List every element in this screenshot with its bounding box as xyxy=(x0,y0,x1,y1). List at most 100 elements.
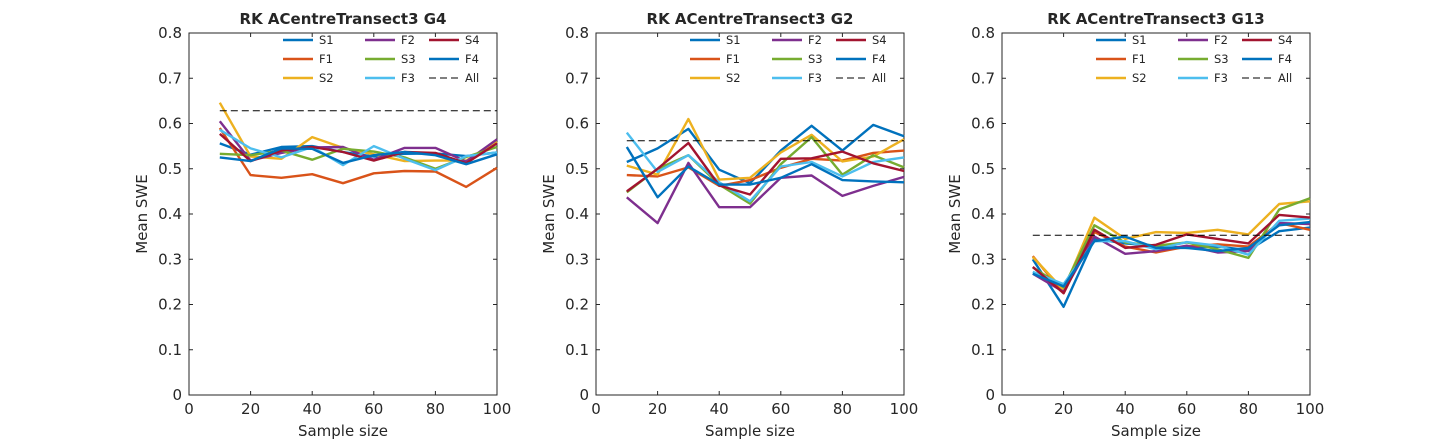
x-tick-label: 0 xyxy=(184,400,194,418)
x-tick-label: 100 xyxy=(890,400,919,418)
legend-label-f4: F4 xyxy=(1278,52,1292,66)
y-tick-label: 0 xyxy=(985,386,995,404)
legend: S1 F2 S4 F1 S3 F4 S2 F3 All xyxy=(690,33,887,85)
series-line-s3 xyxy=(1032,197,1311,289)
y-tick-label: 0.3 xyxy=(158,250,182,268)
legend-label-all: All xyxy=(465,71,479,85)
y-axis-label: Mean SWE xyxy=(946,174,964,253)
chart-panel-3: 0 20 40 60 80 100 0 0.1 0.2 0.3 0.4 0.5 0.6 0.7 0.8 RK … xyxy=(946,10,1324,440)
y-tick-label: 0.8 xyxy=(565,24,589,42)
legend-label-s2: S2 xyxy=(1132,71,1147,85)
axes-box xyxy=(1001,32,1311,396)
y-tick-label: 0.7 xyxy=(565,69,589,87)
y-tick-label: 0.4 xyxy=(158,205,182,223)
legend-label-f4: F4 xyxy=(465,52,479,66)
series-line-f3 xyxy=(625,131,905,203)
legend-label-s4: S4 xyxy=(872,33,887,47)
y-tick-label: 0.5 xyxy=(565,160,589,178)
x-tick-label: 100 xyxy=(1296,400,1325,418)
chart-title: RK ACentreTransect3 G2 xyxy=(647,10,854,28)
chart-title: RK ACentreTransect3 G13 xyxy=(1047,10,1264,28)
y-tick-label: 0.1 xyxy=(565,341,589,359)
legend-label-f2: F2 xyxy=(1214,33,1228,47)
legend-label-f3: F3 xyxy=(401,71,415,85)
y-axis-label: Mean SWE xyxy=(540,174,558,253)
y-tick-label: 0.7 xyxy=(158,69,182,87)
legend: S1 F2 S4 F1 S3 F4 S2 F3 All xyxy=(283,33,480,85)
y-tick-label: 0.5 xyxy=(158,160,182,178)
y-tick-label: 0.1 xyxy=(158,341,182,359)
y-tick-label: 0.5 xyxy=(971,160,995,178)
y-tick-label: 0.6 xyxy=(158,115,182,133)
series-line-s1 xyxy=(626,123,905,185)
legend-label-f1: F1 xyxy=(319,52,333,66)
x-axis-label: Sample size xyxy=(705,422,795,440)
x-tick-label: 80 xyxy=(833,400,852,418)
x-tick-label: 0 xyxy=(591,400,601,418)
legend-label-s1: S1 xyxy=(319,33,334,47)
legend-label-s3: S3 xyxy=(401,52,416,66)
legend-label-s1: S1 xyxy=(1132,33,1147,47)
legend-label-f3: F3 xyxy=(808,71,822,85)
x-axis-label: Sample size xyxy=(1111,422,1201,440)
x-tick-label: 20 xyxy=(241,400,260,418)
x-tick-label: 100 xyxy=(483,400,512,418)
x-axis-label: Sample size xyxy=(298,422,388,440)
axes-box xyxy=(595,32,905,396)
series-line-f1 xyxy=(218,127,498,189)
legend-label-all: All xyxy=(872,71,886,85)
x-tick-label: 20 xyxy=(648,400,667,418)
x-tick-label: 0 xyxy=(997,400,1007,418)
series-line-f4 xyxy=(1032,220,1311,288)
series-line-s2 xyxy=(626,117,905,181)
y-tick-label: 0.2 xyxy=(565,296,589,314)
legend-label-f1: F1 xyxy=(726,52,740,66)
y-tick-label: 0.4 xyxy=(971,205,995,223)
legend-label-s4: S4 xyxy=(465,33,480,47)
x-tick-label: 40 xyxy=(710,400,729,418)
x-tick-label: 20 xyxy=(1054,400,1073,418)
y-tick-label: 0.8 xyxy=(158,24,182,42)
legend-label-f3: F3 xyxy=(1214,71,1228,85)
legend: S1 F2 S4 F1 S3 F4 S2 F3 All xyxy=(1096,33,1293,85)
y-tick-label: 0.3 xyxy=(565,250,589,268)
y-tick-label: 0.3 xyxy=(971,250,995,268)
y-tick-label: 0.6 xyxy=(971,115,995,133)
legend-label-f1: F1 xyxy=(1132,52,1146,66)
legend-label-s4: S4 xyxy=(1278,33,1293,47)
legend-label-s2: S2 xyxy=(319,71,334,85)
y-tick-label: 0.7 xyxy=(971,69,995,87)
y-tick-label: 0 xyxy=(172,386,182,404)
legend-label-f2: F2 xyxy=(401,33,415,47)
x-tick-label: 40 xyxy=(303,400,322,418)
series-line-f4 xyxy=(625,146,905,199)
x-tick-label: 80 xyxy=(1239,400,1258,418)
series-line-s4 xyxy=(626,141,905,196)
axes-box xyxy=(188,32,498,396)
legend-label-f2: F2 xyxy=(808,33,822,47)
legend-label-f4: F4 xyxy=(872,52,886,66)
legend-label-s3: S3 xyxy=(808,52,823,66)
chart-panel-1: 0 20 40 60 80 100 0 0.1 0.2 0.3 0.4 0.5 0.6 0.7 0.8 RK … xyxy=(133,10,511,440)
series-line-f2 xyxy=(626,161,905,225)
y-tick-label: 0.8 xyxy=(971,24,995,42)
y-tick-label: 0.2 xyxy=(971,296,995,314)
series-line-f4 xyxy=(219,147,498,166)
chart-panel-2: 0 20 40 60 80 100 0 0.1 0.2 0.3 0.4 0.5 0.6 0.7 0.8 RK … xyxy=(540,10,918,440)
x-tick-label: 60 xyxy=(364,400,383,418)
y-tick-label: 0.1 xyxy=(971,341,995,359)
y-axis-label: Mean SWE xyxy=(133,174,151,253)
x-tick-label: 60 xyxy=(771,400,790,418)
y-tick-label: 0.6 xyxy=(565,115,589,133)
chart-title: RK ACentreTransect3 G4 xyxy=(240,10,447,28)
legend-label-all: All xyxy=(1278,71,1292,85)
x-tick-label: 40 xyxy=(1116,400,1135,418)
y-tick-label: 0 xyxy=(579,386,589,404)
y-tick-label: 0.4 xyxy=(565,205,589,223)
y-tick-label: 0.2 xyxy=(158,296,182,314)
legend-label-s2: S2 xyxy=(726,71,741,85)
legend-label-s1: S1 xyxy=(726,33,741,47)
x-tick-label: 80 xyxy=(426,400,445,418)
series-line-s4 xyxy=(1032,213,1311,295)
